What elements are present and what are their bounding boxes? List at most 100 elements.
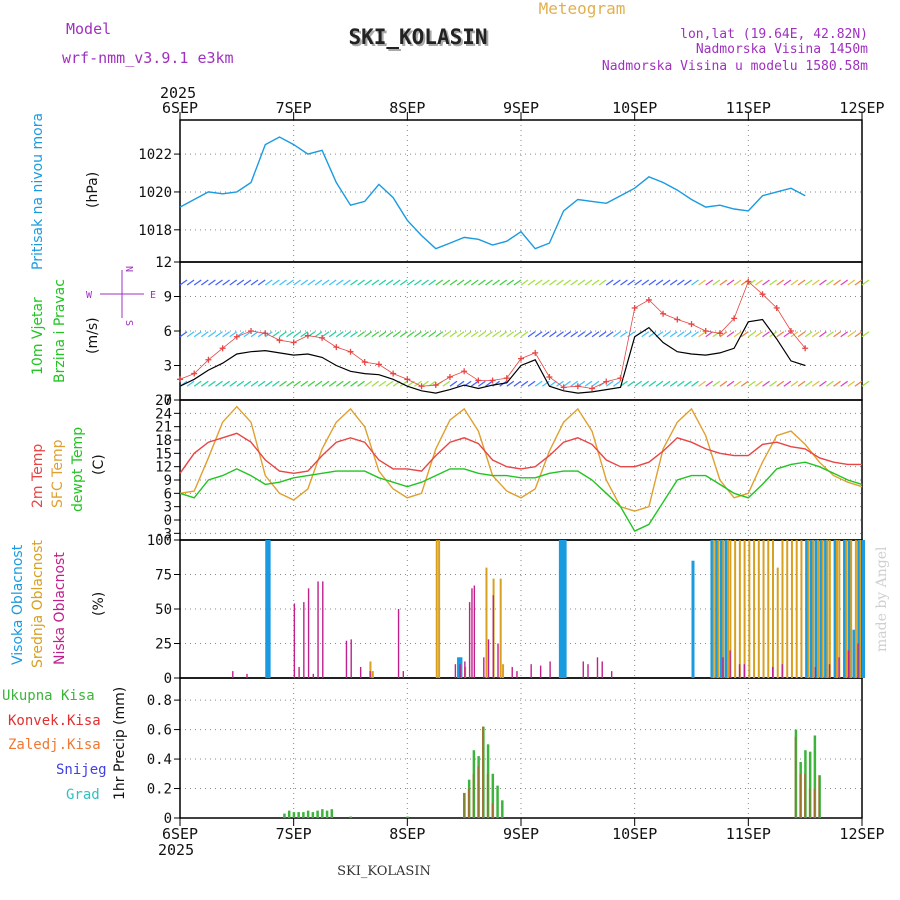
cloud-high-bar	[814, 540, 818, 678]
wind-barb	[307, 380, 316, 387]
wind-barb	[847, 380, 856, 387]
pressure-ylabel: Pritisak na nivou mora	[30, 113, 46, 270]
cloud-low-bar	[246, 673, 248, 678]
wind-barb	[655, 380, 664, 387]
wind-barb	[527, 380, 536, 387]
wind-barb	[314, 380, 323, 387]
legend-hail: Grad	[66, 787, 100, 803]
wind-barb	[563, 380, 571, 387]
cloud-mid-bar	[859, 540, 862, 678]
wind-ytick-label: 9	[164, 290, 172, 306]
temp-units: (C)	[91, 454, 107, 475]
wind-barb	[577, 331, 586, 338]
cloud-mid-bar	[727, 540, 730, 678]
wind-barb	[563, 331, 571, 338]
x-label-bottom: 9SEP	[503, 825, 539, 843]
wind-barb	[534, 331, 543, 338]
cloud-low-bar	[345, 640, 348, 678]
wind-barb	[549, 279, 557, 286]
wind-barb	[321, 331, 330, 338]
precip-bar	[482, 726, 484, 818]
wind-barb	[307, 279, 316, 286]
wind-barb	[215, 380, 223, 387]
wind-barb	[357, 380, 365, 387]
wind-barb	[186, 331, 195, 338]
wind-barb	[769, 380, 777, 387]
cloud-mid-bar	[807, 540, 810, 678]
temperature-ytick-label: 6	[164, 486, 172, 502]
wind-barb	[719, 331, 728, 338]
wind-barb	[179, 331, 188, 338]
wind-barb	[385, 279, 394, 286]
wind-barb	[279, 279, 287, 286]
cloud-high-bars	[265, 540, 865, 678]
precip-bar	[325, 810, 329, 818]
wind-barb	[513, 279, 522, 286]
compass-n: N	[123, 266, 134, 272]
precip-ytick-label: 0.8	[147, 693, 172, 709]
wind-barb	[229, 380, 238, 387]
cloud-low-bar	[232, 671, 234, 678]
wind-barb	[648, 331, 657, 338]
cloud-low-bar	[511, 666, 513, 678]
wind-barb	[470, 380, 479, 387]
cloud-low-bar	[369, 671, 371, 678]
wind-barb	[570, 331, 579, 338]
wind-barb	[556, 331, 564, 338]
plot-layer: 101810201022036912-303691215182124270255…	[138, 99, 884, 843]
wind-barb	[321, 380, 330, 387]
cloud-low-bar	[487, 639, 490, 678]
wind-barb	[854, 279, 863, 286]
x-label-bottom: 10SEP	[612, 825, 657, 843]
wind-barb	[705, 279, 714, 286]
chart-subtitle: Meteogram	[539, 0, 626, 18]
precip-bars-1	[463, 726, 820, 818]
wind-barb	[726, 279, 735, 286]
cloud-mid-bar	[371, 671, 374, 678]
wind-barb	[755, 331, 763, 338]
wind-barb	[669, 331, 678, 338]
wind-barb	[819, 331, 827, 338]
wind-barb	[485, 279, 493, 286]
cloud-low-bar	[743, 664, 745, 678]
precip-ytick-label: 0.4	[147, 752, 172, 768]
wind-barb	[208, 279, 216, 286]
temperature-ytick-label: 9	[164, 473, 172, 489]
wind-barb	[819, 380, 827, 387]
temperature-ytick-label: 3	[164, 500, 172, 516]
cloud-low-bar	[722, 657, 724, 678]
wind-barb	[321, 279, 330, 286]
wind-barb	[605, 279, 614, 286]
legend-snow: Snijeg	[56, 762, 107, 778]
wind-barb	[549, 380, 557, 387]
wind-barb	[833, 279, 841, 286]
wind-barb	[229, 279, 238, 286]
wind-barb	[627, 331, 635, 338]
wind-barb	[584, 279, 593, 286]
wind-ytick-label: 12	[155, 255, 172, 271]
cloud-high-bar	[809, 540, 813, 678]
wind-barb	[669, 279, 678, 286]
wind-barb	[861, 279, 870, 286]
wind-barb	[804, 279, 813, 286]
wind-barb	[755, 279, 763, 286]
wind-barb	[186, 380, 195, 387]
wind-ytick-label: 3	[164, 359, 172, 375]
cloud-high-bar	[843, 540, 847, 678]
wind-barb	[314, 279, 323, 286]
cloud-high-bar	[857, 540, 861, 678]
precip-bar	[316, 810, 319, 818]
cloud-low-bar	[738, 664, 741, 678]
wind-barb	[684, 331, 692, 338]
cloud-mid-bar	[781, 540, 784, 678]
wind-barb	[378, 331, 387, 338]
temperature-ytick-label: 18	[155, 433, 172, 449]
cloud-low-bar	[307, 588, 310, 678]
wind-barb	[712, 279, 721, 286]
precip-bar	[799, 773, 801, 818]
wind-barb	[272, 380, 280, 387]
wind-barb	[733, 279, 742, 286]
x-label-top: 10SEP	[612, 99, 657, 117]
wind-barb	[208, 331, 216, 338]
wind-barb	[378, 279, 387, 286]
